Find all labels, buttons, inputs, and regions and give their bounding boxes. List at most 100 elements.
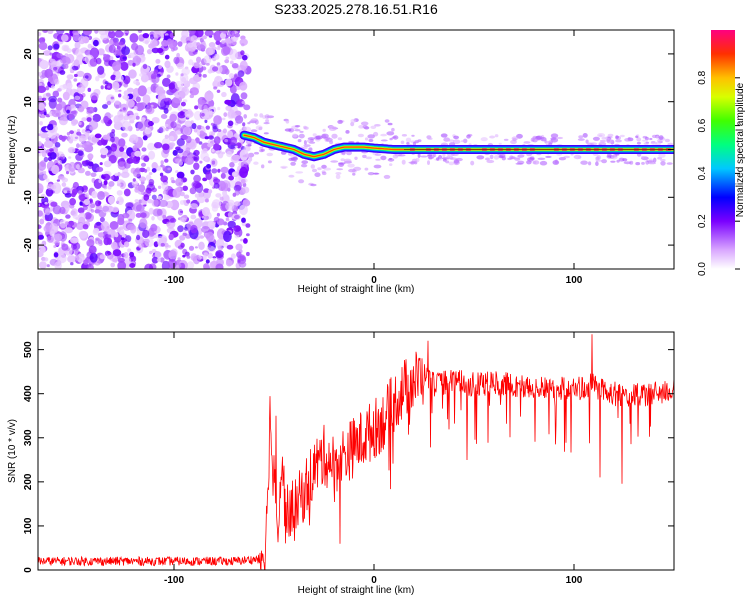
noise-speckle [68, 156, 72, 159]
track-halo-speckle [375, 158, 381, 161]
noise-speckle [103, 186, 108, 190]
track-halo-speckle [664, 138, 671, 143]
noise-speckle [160, 114, 168, 119]
noise-speckle [239, 255, 245, 262]
noise-speckle [146, 166, 151, 172]
noise-speckle [90, 209, 95, 213]
track-halo-speckle [299, 130, 304, 133]
noise-speckle [171, 180, 176, 184]
noise-speckle [71, 119, 79, 125]
noise-speckle [48, 95, 57, 103]
track-halo-speckle [328, 126, 337, 131]
noise-speckle [38, 72, 42, 76]
noise-speckle [82, 185, 88, 191]
noise-speckle [216, 47, 221, 51]
track-halo-speckle [595, 161, 599, 166]
noise-speckle [175, 130, 181, 135]
noise-speckle [38, 32, 42, 37]
noise-speckle [93, 39, 99, 47]
noise-speckle [67, 224, 71, 228]
noise-speckle [240, 92, 248, 100]
noise-speckle [102, 104, 108, 109]
noise-speckle [90, 203, 96, 209]
noise-speckle [96, 221, 101, 226]
noise-speckle [122, 107, 126, 111]
noise-speckle [221, 39, 226, 44]
noise-speckle [47, 30, 54, 34]
noise-speckle [185, 156, 194, 165]
noise-speckle [233, 214, 240, 220]
noise-speckle [173, 56, 180, 65]
noise-speckle [152, 254, 156, 258]
track-halo-speckle [308, 147, 313, 152]
noise-speckle [142, 229, 150, 239]
noise-speckle [108, 44, 116, 54]
track-halo-speckle [532, 160, 540, 165]
noise-speckle [140, 117, 146, 122]
noise-speckle [142, 238, 150, 244]
track-halo-speckle [514, 157, 521, 161]
noise-speckle [78, 230, 88, 239]
noise-speckle [129, 33, 139, 43]
noise-speckle [181, 77, 187, 83]
noise-speckle [70, 262, 74, 266]
noise-speckle [217, 168, 221, 173]
noise-speckle [120, 171, 130, 178]
noise-speckle [66, 132, 70, 136]
track-halo-speckle [243, 114, 247, 119]
noise-speckle [125, 202, 134, 209]
noise-speckle [205, 62, 210, 66]
noise-speckle [175, 72, 179, 76]
noise-speckle [44, 201, 48, 205]
noise-speckle [67, 146, 76, 154]
noise-speckle [169, 142, 176, 148]
noise-speckle [142, 200, 147, 204]
noise-speckle [127, 114, 137, 121]
noise-speckle [133, 169, 141, 178]
noise-speckle [213, 30, 223, 42]
y-tick-label: 20 [23, 48, 34, 60]
noise-speckle [114, 74, 124, 83]
noise-speckle [162, 77, 171, 87]
noise-speckle [76, 131, 82, 136]
noise-speckle [122, 212, 130, 219]
noise-speckle [166, 74, 171, 79]
noise-speckle [74, 41, 81, 49]
track-halo-speckle [448, 139, 455, 142]
noise-speckle [139, 218, 148, 229]
spectrogram-ylabel: Frequency (Hz) [7, 116, 18, 185]
noise-speckle [185, 147, 191, 153]
track-halo-speckle [247, 122, 251, 125]
noise-speckle [176, 171, 185, 179]
track-halo-speckle [577, 138, 585, 141]
noise-speckle [162, 190, 167, 195]
figure-title: S233.2025.278.16.51.R16 [274, 1, 438, 17]
track-halo-speckle [290, 157, 298, 161]
noise-speckle [82, 30, 92, 36]
track-halo-speckle [301, 163, 308, 168]
noise-speckle [72, 30, 80, 36]
noise-speckle [97, 239, 103, 245]
track-halo-speckle [389, 137, 393, 141]
colorbar-tick-label: 0.8 [697, 70, 708, 84]
track-halo-speckle [658, 153, 666, 158]
track-halo-speckle [311, 168, 318, 173]
noise-speckle [176, 138, 185, 147]
noise-speckle [38, 95, 42, 99]
noise-speckle [57, 159, 62, 165]
track-halo-speckle [442, 153, 446, 158]
snr-xlabel: Height of straight line (km) [298, 585, 415, 596]
noise-speckle [148, 207, 154, 215]
noise-speckle [159, 172, 164, 177]
track-halo-speckle [302, 146, 308, 150]
noise-speckle [76, 143, 80, 149]
noise-speckle [112, 249, 122, 257]
noise-speckle [112, 61, 122, 72]
noise-speckle [151, 117, 160, 124]
track-halo-speckle [295, 171, 304, 174]
noise-speckle [222, 30, 227, 35]
noise-speckle [117, 183, 122, 187]
noise-speckle [222, 46, 231, 55]
noise-speckle [64, 227, 73, 234]
track-halo-speckle [321, 171, 327, 176]
